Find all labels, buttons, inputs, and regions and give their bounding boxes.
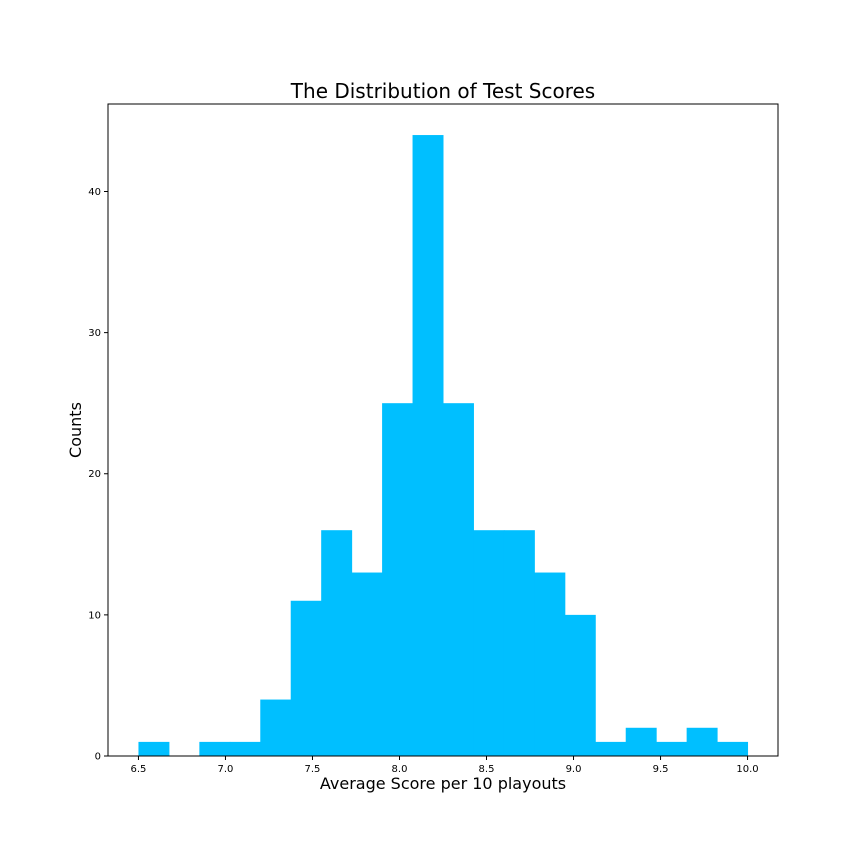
histogram-bar (503, 530, 535, 756)
histogram-bar (595, 741, 627, 756)
histogram-bar (443, 403, 474, 756)
y-tick-label: 0 (95, 752, 101, 763)
histogram-bar (260, 699, 292, 756)
chart-title: The Distribution of Test Scores (290, 79, 595, 103)
x-tick-label: 7.0 (218, 764, 234, 775)
histogram-bar (199, 741, 231, 756)
x-tick-label: 8.0 (392, 764, 408, 775)
y-tick-label: 20 (88, 469, 101, 480)
x-tick-label: 9.0 (566, 764, 582, 775)
x-axis-ticks: 6.5 7.0 7.5 8.0 8.5 9.0 9.5 10.0 (131, 756, 759, 775)
histogram-bar (473, 530, 505, 756)
histogram-bar (382, 403, 414, 756)
histogram-bar (321, 530, 353, 756)
y-axis-label: Counts (66, 402, 85, 458)
histogram-bar (229, 741, 261, 756)
histogram-bar (412, 135, 444, 757)
histogram-bar (625, 727, 657, 756)
histogram-bar (656, 741, 688, 756)
x-axis-label: Average Score per 10 playouts (320, 774, 566, 793)
bars-group (138, 135, 749, 757)
y-axis-ticks: 0 10 20 30 40 (88, 187, 108, 763)
histogram-bar (564, 614, 596, 756)
y-tick-label: 40 (88, 187, 101, 198)
x-tick-label: 8.5 (479, 764, 495, 775)
histogram-bar (138, 741, 170, 756)
plot-area-frame (107, 103, 779, 757)
histogram-bar (717, 741, 749, 756)
x-tick-label: 6.5 (131, 764, 147, 775)
x-tick-label: 9.5 (653, 764, 669, 775)
histogram-bar (290, 600, 322, 756)
histogram-bar (534, 572, 566, 756)
x-tick-label: 7.5 (305, 764, 321, 775)
histogram-bar (351, 572, 383, 756)
x-tick-label: 10.0 (736, 764, 758, 775)
histogram-bar (686, 727, 718, 756)
y-tick-label: 10 (88, 610, 101, 621)
y-tick-label: 30 (88, 328, 101, 339)
